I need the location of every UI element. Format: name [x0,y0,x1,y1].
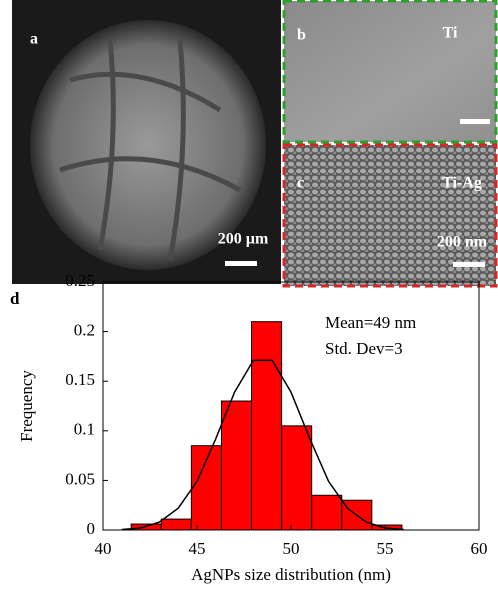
bar [312,495,342,530]
y-tick-label: 0.25 [65,271,95,290]
material-label: Ti [443,25,458,42]
y-tick-label: 0.1 [74,420,95,439]
x-tick-label: 40 [95,539,112,558]
y-axis-label: Frequency [17,370,36,442]
panel-label: b [297,27,306,44]
material-label: Ti-Ag [442,175,482,192]
x-tick-label: 45 [189,539,206,558]
scale-bar [453,262,485,267]
panel-c: c Ti-Ag 200 nm [284,145,496,286]
annotation: Mean=49 nm [325,313,416,332]
scale-bar-label: 200 µm [218,231,269,248]
annotation: Std. Dev=3 [325,339,403,358]
y-tick-label: 0 [87,519,96,538]
y-tick-label: 0.15 [65,370,95,389]
bar [252,322,282,530]
figure: a 200 µm b Ti c Ti-Ag 200 nm d AgNPs siz… [0,0,498,590]
y-tick-label: 0.2 [74,321,95,340]
scale-bar [460,119,490,124]
chart: d AgNPs size distribution (nm) Frequency… [10,271,488,584]
scale-bar-label: 200 nm [437,234,488,251]
bar [221,401,251,530]
y-tick-label: 0.05 [65,469,95,488]
panel-a: a 200 µm [12,0,281,284]
panel-label: c [297,175,304,192]
x-axis-label: AgNPs size distribution (nm) [191,565,391,584]
bar [161,519,191,530]
panel-label: d [10,289,20,308]
bar [282,426,312,530]
scale-bar [225,261,257,266]
panel-label: a [30,31,38,48]
x-tick-label: 60 [471,539,488,558]
panel-b: b Ti [284,1,496,142]
x-tick-label: 50 [283,539,300,558]
x-tick-label: 55 [377,539,394,558]
page: a 200 µm b Ti c Ti-Ag 200 nm d AgNPs siz… [0,0,498,590]
